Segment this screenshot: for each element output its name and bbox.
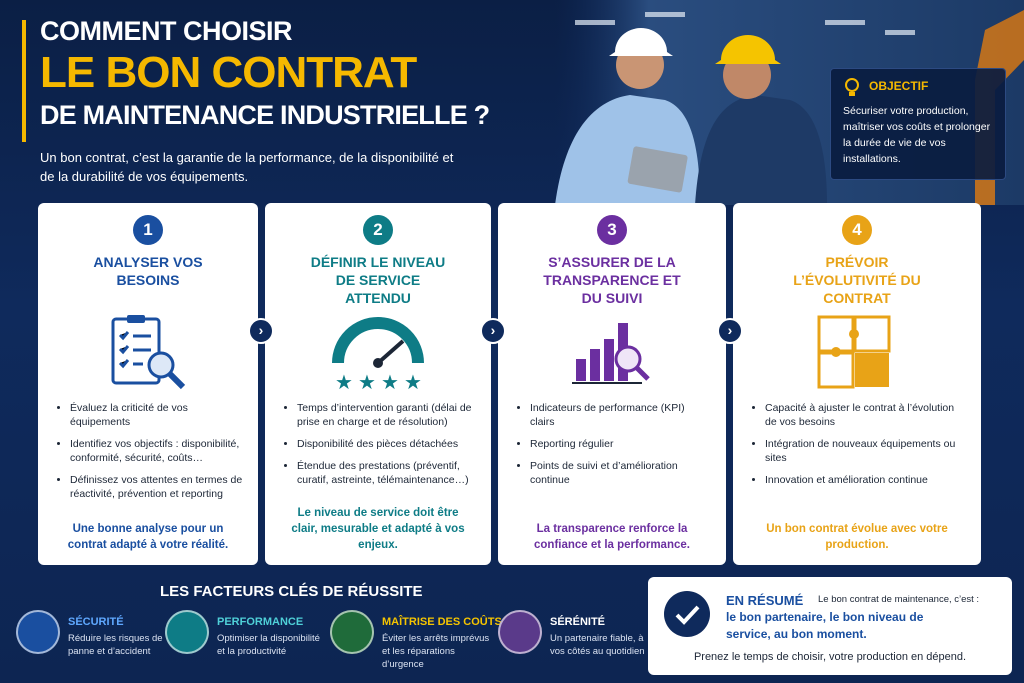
svg-text:★: ★	[381, 370, 399, 393]
factors-title: LES FACTEURS CLÉS DE RÉUSSITE	[160, 583, 423, 600]
factor-text: Réduire les risques de panne et d’accide…	[68, 633, 163, 657]
step-icon: ★ ★ ★ ★	[279, 313, 477, 394]
summary-box: EN RÉSUMÉ Le bon contrat de maintenance,…	[648, 577, 1012, 675]
factor-icon	[498, 610, 542, 654]
step-title: S’ASSURER DE LA TRANSPARENCE ET DU SUIVI	[543, 254, 681, 306]
bullet: Évaluez la criticité de vos équipements	[70, 401, 244, 429]
factor: SÉRÉNITÉ Un partenaire fiable, à vos côté…	[498, 610, 658, 660]
svg-text:★: ★	[358, 370, 376, 393]
svg-text:★: ★	[404, 370, 422, 393]
step-number: 1	[133, 215, 163, 245]
svg-text:★: ★	[335, 370, 353, 393]
bullet: Capacité à ajuster le contrat à l’évolut…	[765, 401, 967, 429]
summary-footer: Prenez le temps de choisir, votre produc…	[693, 651, 967, 663]
step-icon	[52, 313, 244, 393]
bullet-list: Temps d’intervention garanti (délai de p…	[297, 401, 477, 487]
intro: Un bon contrat, c’est la garantie de la …	[40, 150, 454, 184]
factor-title: PERFORMANCE	[217, 616, 304, 628]
bulb-icon	[845, 78, 859, 96]
step-number: 4	[842, 215, 872, 245]
step-conclusion: Une bonne analyse pour un contrat adapté…	[67, 523, 229, 551]
title-line: DE MAINTENANCE INDUSTRIELLE ?	[40, 100, 490, 130]
step-title: ANALYSER VOS BESOINS	[93, 254, 203, 288]
bullet: Innovation et amélioration continue	[765, 473, 967, 487]
arrow: ›	[248, 318, 274, 344]
bullet: Points de suivi et d’amélioration contin…	[530, 459, 712, 487]
bullet: Intégration de nouveaux équipements ou s…	[765, 437, 967, 465]
arrow: ›	[480, 318, 506, 344]
step-number: 2	[363, 215, 393, 245]
bullet-list: Évaluez la criticité de vos équipements I…	[70, 401, 244, 501]
step-number: 3	[597, 215, 627, 245]
accent-bar	[22, 20, 26, 142]
factor-icon	[330, 610, 374, 654]
step-conclusion: Le niveau de service doit être clair, me…	[291, 507, 465, 551]
bullet: Indicateurs de performance (KPI) clairs	[530, 401, 712, 429]
step-icon	[512, 313, 712, 393]
step-title: PRÉVOIR L’ÉVOLUTIVITÉ DU CONTRAT	[793, 254, 921, 306]
step-title: DÉFINIR LE NIVEAU DE SERVICE ATTENDU	[310, 254, 446, 306]
objective-box: OBJECTIF Sécuriser votre production, maî…	[830, 68, 1006, 180]
step-card: 3 S’ASSURER DE LA TRANSPARENCE ET DU SUIV…	[498, 203, 726, 565]
bullet-list: Indicateurs de performance (KPI) clairs R…	[530, 401, 712, 487]
summary-label: EN RÉSUMÉ	[726, 593, 804, 608]
bullet-list: Capacité à ajuster le contrat à l’évolut…	[765, 401, 967, 487]
step-conclusion: La transparence renforce la confiance et…	[534, 523, 690, 551]
bullet: Étendue des prestations (préventif, cura…	[297, 459, 477, 487]
icon	[817, 315, 891, 389]
factor-icon	[16, 610, 60, 654]
title-line: COMMENT CHOISIR	[40, 16, 293, 46]
step-card: 2 DÉFINIR LE NIVEAU DE SERVICE ATTENDU ★ ★ ★…	[265, 203, 491, 565]
factor-icon	[165, 610, 209, 654]
objective-text: Sécuriser votre production, maîtriser vo…	[843, 105, 991, 165]
factor: MAÎTRISE DES COÛTS Éviter les arrêts impr…	[330, 610, 502, 670]
title-line: LE BON CONTRAT	[40, 48, 417, 97]
summary-intro: Le bon contrat de maintenance, c’est :	[818, 594, 980, 605]
factor-title: SÉRÉNITÉ	[550, 616, 606, 628]
bullet: Définissez vos attentes en termes de réa…	[70, 473, 244, 501]
factor: PERFORMANCE Optimiser la disponibilité et…	[165, 610, 325, 660]
summary-highlight: le bon partenaire, le bon niveau de serv…	[726, 610, 924, 641]
bullet: Disponibilité des pièces détachées	[297, 437, 477, 451]
bullet: Identifiez vos objectifs : disponibilité…	[70, 437, 244, 465]
factor-title: MAÎTRISE DES COÛTS	[382, 616, 502, 628]
arrow: ›	[717, 318, 743, 344]
step-conclusion: Un bon contrat évolue avec votre product…	[766, 523, 948, 551]
bullet: Temps d’intervention garanti (délai de p…	[297, 401, 477, 429]
step-icon	[747, 313, 967, 393]
factor-text: Optimiser la disponibilité et la product…	[217, 633, 320, 657]
icon: ★ ★ ★ ★	[332, 317, 424, 394]
step-card: 4 PRÉVOIR L’ÉVOLUTIVITÉ DU CONTRAT Capacit…	[733, 203, 981, 565]
factor-text: Éviter les arrêts imprévus et les répara…	[382, 633, 490, 670]
objective-label: OBJECTIF	[869, 79, 929, 93]
step-card: 1 ANALYSER VOS BESOINS Évaluez la criticit…	[38, 203, 258, 565]
factor: SÉCURITÉ Réduire les risques de panne et …	[16, 610, 176, 660]
check-icon	[664, 591, 710, 637]
bullet: Reporting régulier	[530, 437, 712, 451]
factor-text: Un partenaire fiable, à vos côtés au quo…	[550, 633, 645, 657]
icon	[572, 323, 650, 384]
factor-title: SÉCURITÉ	[68, 616, 124, 628]
icon	[111, 315, 186, 390]
